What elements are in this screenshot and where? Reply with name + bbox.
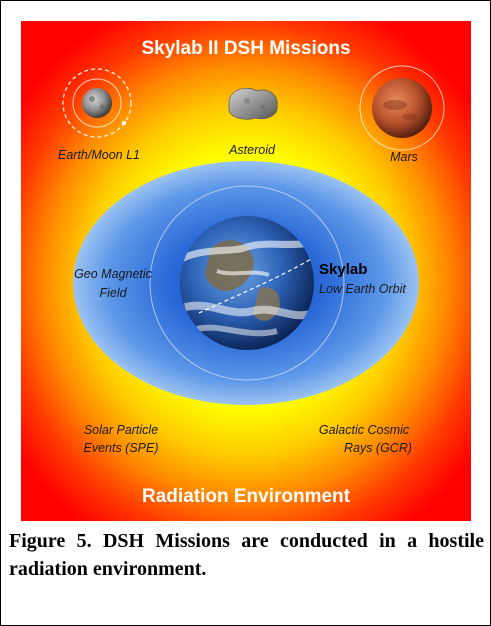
earth-icon bbox=[180, 216, 314, 350]
moon-icon bbox=[62, 68, 132, 138]
gcr-label-line2: Rays (GCR) bbox=[344, 441, 412, 455]
geo-field-label-line2: Field bbox=[99, 286, 127, 300]
diagram-title: Skylab II DSH Missions bbox=[141, 38, 350, 59]
low-earth-orbit-label: Low Earth Orbit bbox=[319, 282, 406, 296]
spe-label-line2: Events (SPE) bbox=[83, 441, 158, 455]
mars-label: Mars bbox=[390, 150, 418, 164]
l1-label: Earth/Moon L1 bbox=[58, 148, 140, 162]
gcr-label-line1: Galactic Cosmic bbox=[319, 423, 410, 437]
geo-field-label-line1: Geo Magnetic bbox=[74, 267, 153, 281]
dsh-mission-diagram: Skylab II DSH Missions Earth/Moon L1 Ast… bbox=[58, 38, 445, 507]
radiation-environment-panel: Skylab II DSH Missions Earth/Moon L1 Ast… bbox=[21, 21, 471, 521]
asteroid-label: Asteroid bbox=[228, 143, 276, 157]
mars-icon bbox=[359, 65, 445, 151]
spe-label-line1: Solar Particle bbox=[84, 423, 158, 437]
skylab-label: Skylab bbox=[319, 261, 367, 278]
orbit-ring bbox=[149, 185, 345, 381]
figure-caption: Figure 5. DSH Missions are conducted in … bbox=[9, 530, 484, 580]
asteroid-icon bbox=[228, 88, 278, 120]
radiation-environment-label: Radiation Environment bbox=[142, 486, 351, 507]
